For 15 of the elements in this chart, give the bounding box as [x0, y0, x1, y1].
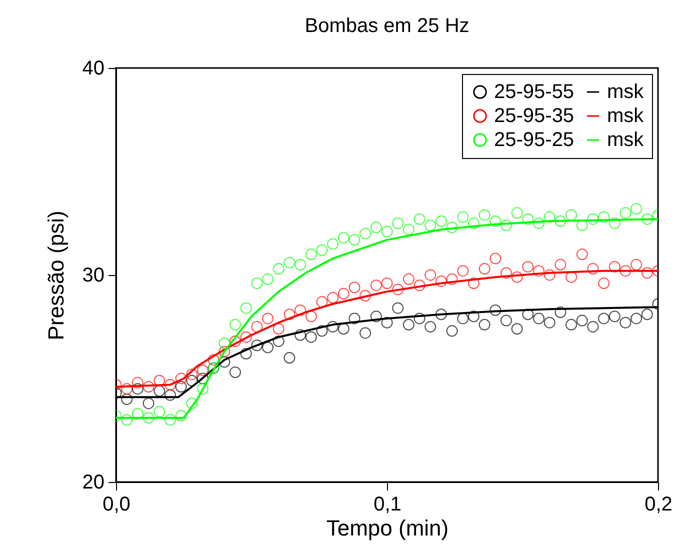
x-tick-label: 0,0: [102, 494, 130, 516]
legend-label: msk: [607, 105, 645, 127]
y-tick-label: 30: [82, 264, 104, 286]
x-axis-title: Tempo (min): [326, 516, 449, 540]
y-axis-title: Pressão (psi): [43, 210, 68, 340]
legend-label: 25-95-55: [494, 81, 574, 103]
y-tick-label: 20: [82, 472, 104, 494]
legend-label: msk: [607, 129, 645, 151]
legend-label: 25-95-35: [494, 105, 574, 127]
legend-label: msk: [607, 81, 645, 103]
x-tick-label: 0,2: [644, 494, 672, 516]
legend-label: 25-95-25: [494, 129, 574, 151]
chart-title: Bombas em 25 Hz: [304, 15, 470, 37]
x-tick-label: 0,1: [374, 494, 402, 516]
y-tick-label: 40: [82, 58, 104, 80]
